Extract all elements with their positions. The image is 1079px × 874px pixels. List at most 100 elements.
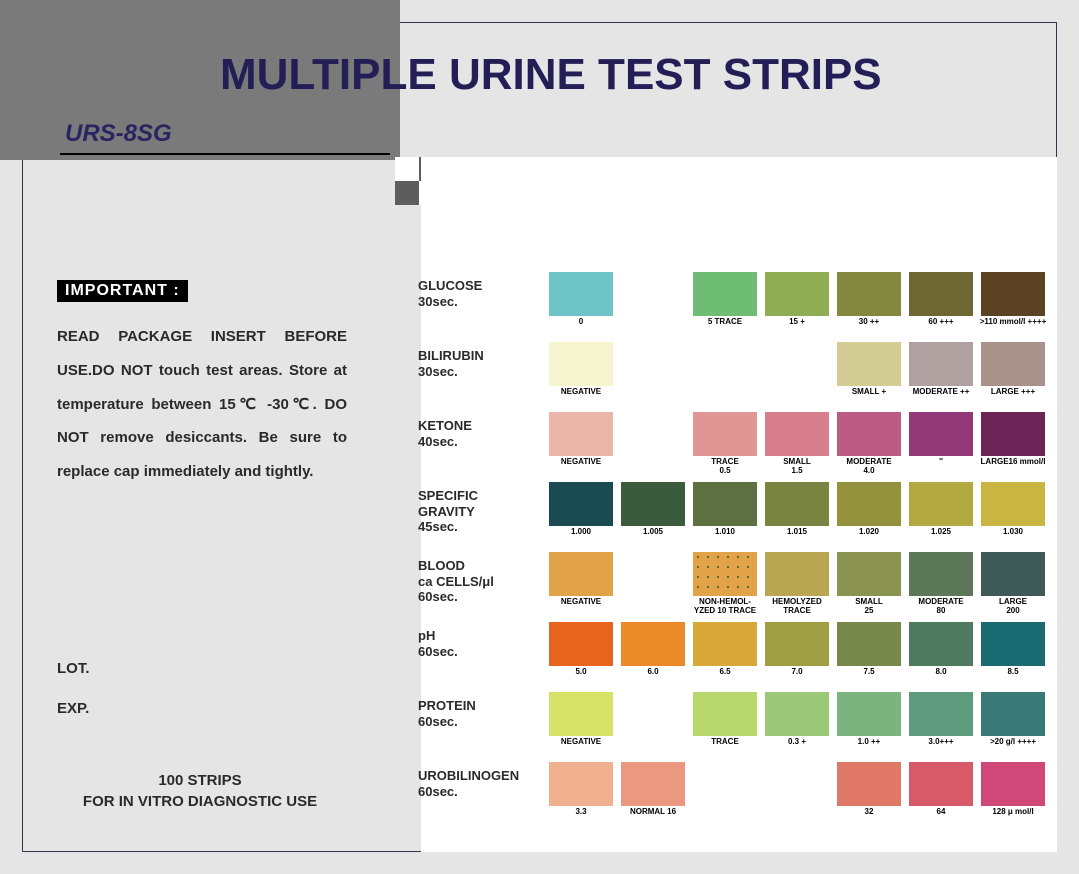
- color-cell: SMALL 1.5: [762, 412, 832, 476]
- color-swatch: [549, 342, 613, 386]
- cell-label: 128 μ mol/l: [992, 808, 1033, 818]
- row-label: BILIRUBIN30sec.: [418, 342, 546, 379]
- color-swatch: [837, 412, 901, 456]
- color-swatch: [837, 762, 901, 806]
- color-cell: LARGE +++: [978, 342, 1048, 398]
- color-swatch: [693, 762, 757, 806]
- cell-label: NEGATIVE: [561, 598, 601, 608]
- color-cell: 1.020: [834, 482, 904, 538]
- color-cell: [618, 552, 688, 616]
- color-swatch: [837, 692, 901, 736]
- color-cell: NEGATIVE: [546, 552, 616, 616]
- color-cell: 1.005: [618, 482, 688, 538]
- cell-label: NORMAL 16: [630, 808, 676, 818]
- row-label: PROTEIN60sec.: [418, 692, 546, 729]
- cell-label: 7.5: [863, 668, 874, 678]
- color-swatch: [981, 552, 1045, 596]
- color-swatch: [549, 272, 613, 316]
- cell-label: 1.010: [715, 528, 735, 538]
- color-swatch: [621, 622, 685, 666]
- color-cell: 1.015: [762, 482, 832, 538]
- cell-label: NEGATIVE: [561, 458, 601, 468]
- color-cell: 3.3: [546, 762, 616, 818]
- row-cells: NEGATIVESMALL +MODERATE ++LARGE +++: [546, 342, 1058, 398]
- lot-label: LOT.: [57, 660, 90, 677]
- cell-label: 5 TRACE: [708, 318, 742, 328]
- chart-row: GLUCOSE30sec.05 TRACE15 +30 ++60 +++>110…: [418, 272, 1058, 342]
- color-cell: [618, 692, 688, 748]
- color-swatch: [909, 342, 973, 386]
- color-cell: 5 TRACE: [690, 272, 760, 328]
- color-swatch: [909, 412, 973, 456]
- color-swatch: [693, 622, 757, 666]
- cell-label: NEGATIVE: [561, 738, 601, 748]
- cell-label: MODERATE ++: [913, 388, 970, 398]
- color-swatch: [549, 692, 613, 736]
- color-swatch: [765, 622, 829, 666]
- color-cell: SMALL 25: [834, 552, 904, 616]
- cell-label: 15 +: [789, 318, 805, 328]
- chart-row: BLOODca CELLS/μl60sec.NEGATIVENON-HEMOL-…: [418, 552, 1058, 622]
- row-label: KETONE40sec.: [418, 412, 546, 449]
- color-swatch: [549, 762, 613, 806]
- color-cell: MODERATE 4.0: [834, 412, 904, 476]
- color-cell: 32: [834, 762, 904, 818]
- chart-row: KETONE40sec. NEGATIVE TRACE 0.5 SMALL 1.5 MO…: [418, 412, 1058, 482]
- chart-row: PROTEIN60sec.NEGATIVETRACE0.3 +1.0 ++3.0…: [418, 692, 1058, 762]
- color-swatch: [765, 692, 829, 736]
- color-cell: 60 +++: [906, 272, 976, 328]
- color-cell: NEGATIVE: [546, 412, 616, 476]
- cell-label: 8.5: [1007, 668, 1018, 678]
- color-cell: HEMOLYZED TRACE: [762, 552, 832, 616]
- cell-label: 5.0: [575, 668, 586, 678]
- color-swatch: [837, 622, 901, 666]
- color-cell: TRACE 0.5: [690, 412, 760, 476]
- row-cells: NEGATIVETRACE0.3 +1.0 ++3.0+++>20 g/l ++…: [546, 692, 1058, 748]
- color-swatch: [693, 342, 757, 386]
- cell-label: LARGE16 mmol/l: [981, 458, 1046, 468]
- color-swatch: [837, 482, 901, 526]
- color-cell: 64: [906, 762, 976, 818]
- strips-qty: 100 STRIPS: [0, 770, 400, 791]
- color-swatch: [909, 482, 973, 526]
- color-swatch: [693, 482, 757, 526]
- cell-label: >20 g/l ++++: [990, 738, 1036, 748]
- color-cell: [690, 762, 760, 818]
- color-swatch: [981, 412, 1045, 456]
- color-swatch: [981, 692, 1045, 736]
- color-cell: MODERATE 80: [906, 552, 976, 616]
- color-cell: LARGE16 mmol/l: [978, 412, 1048, 476]
- color-swatch: [909, 692, 973, 736]
- color-cell: >110 mmol/l ++++: [978, 272, 1048, 328]
- color-swatch: [693, 692, 757, 736]
- color-cell: [618, 412, 688, 476]
- color-swatch: [621, 482, 685, 526]
- strips-use: FOR IN VITRO DIAGNOSTIC USE: [0, 791, 400, 812]
- exp-label: EXP.: [57, 700, 89, 717]
- color-cell: 8.0: [906, 622, 976, 678]
- color-cell: [618, 272, 688, 328]
- color-cell: [690, 342, 760, 398]
- color-swatch: [621, 552, 685, 596]
- color-cell: 7.0: [762, 622, 832, 678]
- color-swatch: [621, 342, 685, 386]
- chart-row: SPECIFICGRAVITY45sec.1.0001.0051.0101.01…: [418, 482, 1058, 552]
- color-cell: 5.0: [546, 622, 616, 678]
- color-swatch: [837, 342, 901, 386]
- cell-label: 1.025: [931, 528, 951, 538]
- cell-label: MODERATE 4.0: [846, 458, 891, 476]
- color-swatch: [693, 552, 757, 596]
- row-label: GLUCOSE30sec.: [418, 272, 546, 309]
- cell-label: LARGE 200: [999, 598, 1027, 616]
- color-cell: NORMAL 16: [618, 762, 688, 818]
- cell-label: HEMOLYZED TRACE: [772, 598, 822, 616]
- color-swatch: [837, 272, 901, 316]
- model-underline: [60, 153, 390, 155]
- cell-label: TRACE 0.5: [711, 458, 739, 476]
- cell-label: SMALL 25: [855, 598, 883, 616]
- cell-label: MODERATE 80: [918, 598, 963, 616]
- color-cell: NEGATIVE: [546, 692, 616, 748]
- cell-label: 30 ++: [859, 318, 879, 328]
- color-chart: GLUCOSE30sec.05 TRACE15 +30 ++60 +++>110…: [418, 272, 1058, 832]
- color-swatch: [693, 412, 757, 456]
